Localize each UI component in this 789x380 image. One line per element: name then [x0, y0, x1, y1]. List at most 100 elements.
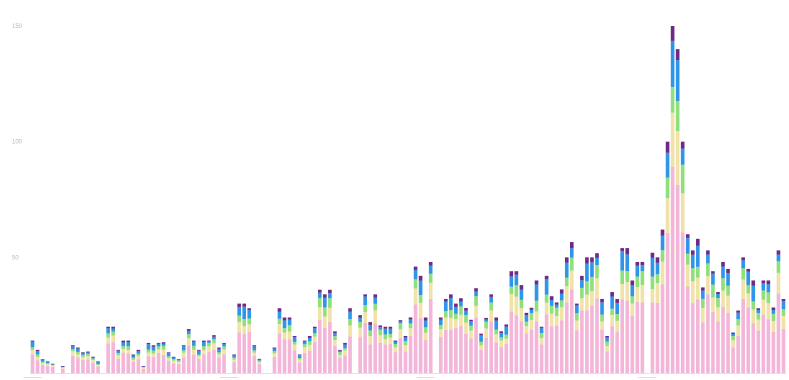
- bar-segment: [655, 283, 660, 303]
- bar-segment: [247, 318, 252, 325]
- bar-segment: [731, 332, 735, 334]
- bar-segment: [106, 326, 110, 329]
- bar-segment: [282, 339, 287, 373]
- bar-segment: [257, 358, 262, 360]
- bar-segment: [479, 341, 483, 346]
- bar-segment: [484, 328, 488, 338]
- bar-segment: [307, 337, 312, 342]
- bar-segment: [569, 242, 574, 249]
- bar-segment: [685, 237, 690, 254]
- bar-segment: [358, 327, 362, 338]
- bar-segment: [438, 336, 443, 373]
- bar-segment: [302, 340, 307, 342]
- bar-segment: [71, 346, 75, 350]
- bar-segment: [605, 351, 609, 373]
- bar-segment: [86, 352, 90, 354]
- bar-segment: [91, 357, 95, 359]
- bar-segment: [625, 271, 630, 283]
- bar-segment: [585, 310, 589, 373]
- bar-segment: [91, 360, 95, 363]
- bar-segment: [257, 359, 262, 361]
- bar-segment: [81, 352, 85, 355]
- bar-segment: [333, 336, 337, 341]
- bar-segment: [217, 357, 221, 373]
- bar-segment: [474, 288, 478, 292]
- bar-segment: [343, 350, 347, 356]
- bar-stack: [106, 326, 110, 373]
- bar-segment: [202, 349, 206, 355]
- bar-segment: [207, 351, 211, 373]
- bar-segment: [373, 323, 378, 373]
- bar-stack: [222, 342, 226, 373]
- bar-segment: [388, 326, 393, 329]
- bar-segment: [751, 309, 756, 324]
- bar-segment: [222, 354, 226, 373]
- bar-segment: [615, 302, 619, 315]
- bar-segment: [333, 333, 337, 337]
- bar-segment: [96, 364, 100, 365]
- axes-layer: 50 100 150 ——— ——— ——— ———: [12, 24, 786, 380]
- bar-segment: [368, 344, 373, 373]
- bar-segment: [181, 357, 186, 373]
- bar-segment: [423, 332, 428, 340]
- bar-segment: [554, 307, 559, 317]
- bar-segment: [438, 319, 443, 326]
- bar-segment: [116, 349, 121, 351]
- bar-segment: [50, 365, 55, 367]
- bar-stack: [761, 280, 766, 373]
- bar-segment: [212, 349, 216, 373]
- bar-segment: [30, 354, 35, 373]
- bar-stack: [615, 298, 619, 373]
- bar-segment: [146, 349, 151, 353]
- bar-segment: [222, 342, 226, 344]
- bar-segment: [625, 248, 630, 255]
- bar-segment: [302, 352, 307, 373]
- bar-stack: [443, 298, 448, 373]
- bar-segment: [751, 323, 756, 373]
- bar-segment: [393, 344, 398, 348]
- bar-stack: [393, 340, 398, 373]
- bar-stack: [297, 354, 302, 373]
- bar-stack: [146, 342, 151, 373]
- bar-segment: [454, 319, 458, 329]
- bar-segment: [76, 357, 80, 373]
- bar-segment: [86, 359, 90, 373]
- bar-segment: [716, 307, 720, 322]
- bar-segment: [655, 262, 660, 275]
- bar-segment: [731, 333, 735, 337]
- bar-segment: [675, 101, 680, 132]
- bar-segment: [237, 321, 241, 333]
- bar-segment: [126, 346, 131, 351]
- bar-segment: [252, 345, 257, 347]
- bar-segment: [509, 286, 514, 295]
- bar-segment: [670, 112, 675, 168]
- bar-segment: [469, 325, 473, 331]
- bar-stack: [479, 333, 483, 373]
- bar-segment: [388, 337, 393, 344]
- bar-segment: [116, 355, 121, 359]
- bar-stack: [690, 250, 695, 373]
- bar-segment: [756, 309, 761, 314]
- bar-segment: [625, 254, 630, 272]
- bar-segment: [146, 352, 151, 357]
- bar-segment: [610, 326, 614, 373]
- bar-segment: [680, 141, 685, 149]
- bar-segment: [711, 273, 715, 285]
- bar-segment: [595, 257, 599, 266]
- bar-segment: [292, 344, 297, 351]
- bar-segment: [706, 294, 710, 373]
- bar-segment: [564, 262, 569, 278]
- bar-stack: [771, 307, 776, 373]
- bar-segment: [408, 319, 413, 324]
- bar-segment: [237, 315, 241, 322]
- bar-segment: [50, 364, 55, 366]
- bar-stack: [454, 303, 458, 373]
- bar-segment: [514, 271, 519, 275]
- bar-segment: [383, 344, 388, 373]
- bar-stack: [716, 292, 720, 373]
- bar-segment: [197, 358, 201, 373]
- bar-segment: [690, 268, 695, 282]
- bar-segment: [454, 303, 458, 307]
- bar-stack: [680, 141, 685, 373]
